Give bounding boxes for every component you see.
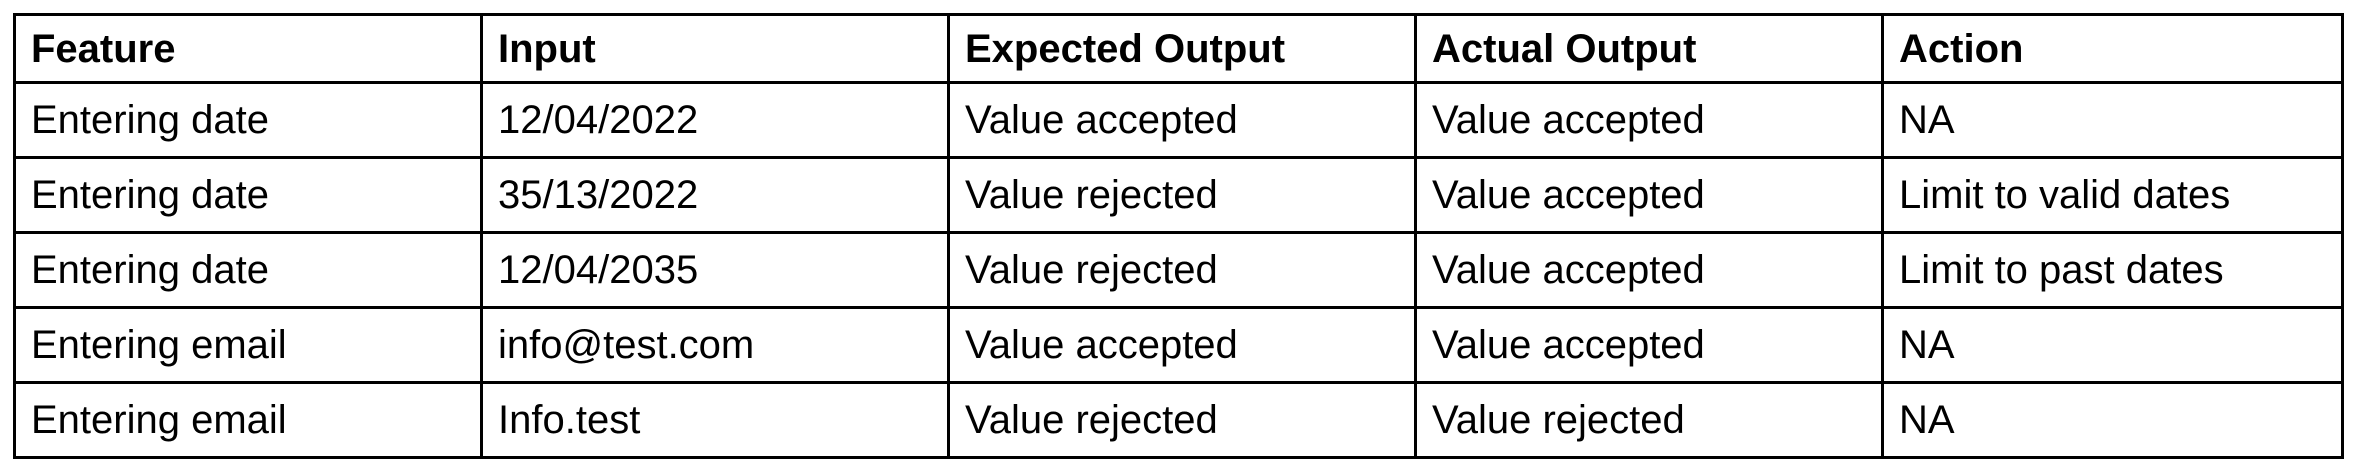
table-row: Entering date 12/04/2035 Value rejected … — [13, 231, 2344, 309]
table-row: Entering date 12/04/2022 Value accepted … — [13, 81, 2344, 159]
test-case-table: Feature Input Expected Output Actual Out… — [13, 13, 2344, 459]
header-row: Feature Input Expected Output Actual Out… — [13, 13, 2344, 84]
cell-expected-output: Value rejected — [947, 231, 1417, 309]
table-row: Entering email info@test.com Value accep… — [13, 306, 2344, 384]
header-input: Input — [480, 13, 950, 84]
cell-action: Limit to past dates — [1881, 231, 2344, 309]
table-row: Entering email Info.test Value rejected … — [13, 381, 2344, 459]
cell-feature: Entering date — [13, 81, 483, 159]
header-actual-output: Actual Output — [1414, 13, 1884, 84]
cell-expected-output: Value accepted — [947, 306, 1417, 384]
table-header: Feature Input Expected Output Actual Out… — [13, 13, 2344, 84]
cell-input: 12/04/2035 — [480, 231, 950, 309]
cell-action: NA — [1881, 381, 2344, 459]
cell-input: info@test.com — [480, 306, 950, 384]
cell-action: Limit to valid dates — [1881, 156, 2344, 234]
cell-actual-output: Value accepted — [1414, 306, 1884, 384]
table-row: Entering date 35/13/2022 Value rejected … — [13, 156, 2344, 234]
cell-input: 35/13/2022 — [480, 156, 950, 234]
cell-expected-output: Value accepted — [947, 81, 1417, 159]
cell-feature: Entering date — [13, 156, 483, 234]
cell-expected-output: Value rejected — [947, 156, 1417, 234]
cell-feature: Entering date — [13, 231, 483, 309]
header-feature: Feature — [13, 13, 483, 84]
cell-actual-output: Value accepted — [1414, 81, 1884, 159]
cell-feature: Entering email — [13, 306, 483, 384]
cell-action: NA — [1881, 81, 2344, 159]
table-body: Entering date 12/04/2022 Value accepted … — [13, 81, 2344, 459]
cell-actual-output: Value accepted — [1414, 231, 1884, 309]
header-action: Action — [1881, 13, 2344, 84]
cell-action: NA — [1881, 306, 2344, 384]
cell-actual-output: Value rejected — [1414, 381, 1884, 459]
cell-input: Info.test — [480, 381, 950, 459]
test-case-document: Feature Input Expected Output Actual Out… — [13, 13, 2344, 459]
cell-actual-output: Value accepted — [1414, 156, 1884, 234]
cell-expected-output: Value rejected — [947, 381, 1417, 459]
cell-input: 12/04/2022 — [480, 81, 950, 159]
cell-feature: Entering email — [13, 381, 483, 459]
header-expected-output: Expected Output — [947, 13, 1417, 84]
